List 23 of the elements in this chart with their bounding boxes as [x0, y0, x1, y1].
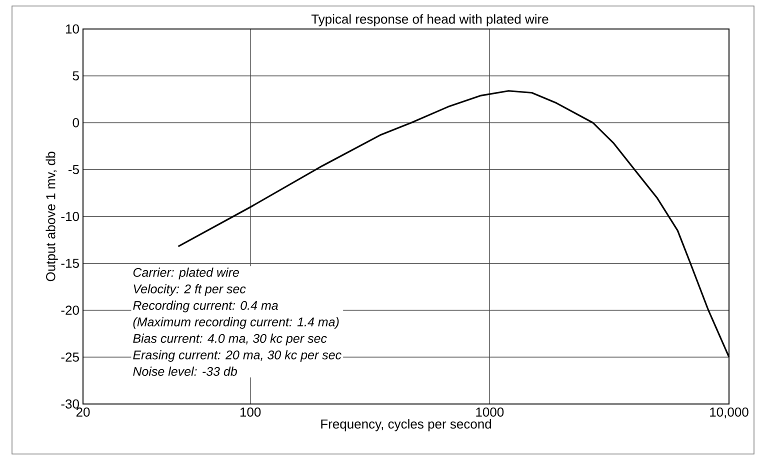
annotation: Carrier: plated wire	[133, 268, 239, 280]
annotation: Noise level: -33 db	[133, 366, 237, 376]
y-tick-label: -10	[61, 212, 79, 222]
y-axis-title: Output above 1 mv, db	[46, 152, 58, 282]
y-tick-label: 5	[72, 71, 79, 80]
y-tick-label: -20	[61, 306, 79, 315]
y-tick-label: 10	[66, 24, 79, 34]
annotation: Erasing current: 20 ma, 30 kc per sec	[133, 350, 342, 362]
y-tick-label: -15	[61, 258, 79, 268]
x-axis-title: Frequency, cycles per second	[321, 419, 492, 432]
y-tick-label: -5	[68, 165, 79, 174]
y-tick-label: 0	[72, 118, 79, 128]
x-tick-label: 1000	[476, 408, 504, 417]
y-tick-label: -30	[61, 399, 79, 409]
x-tick-label: 10,000	[710, 408, 748, 418]
x-tick-label: 100	[240, 408, 261, 417]
y-tick-label: -25	[61, 352, 79, 362]
annotation: Bias current: 4.0 ma, 30 kc per sec	[133, 334, 327, 346]
annotation: (Maximum recording current: 1.4 ma)	[133, 317, 339, 329]
chart-title: Typical response of head with plated wire	[311, 14, 548, 26]
annotation: Recording current: 0.4 ma	[133, 300, 278, 312]
x-tick-label: 20	[76, 408, 90, 417]
annotation: Velocity: 2 ft per sec	[134, 284, 246, 296]
